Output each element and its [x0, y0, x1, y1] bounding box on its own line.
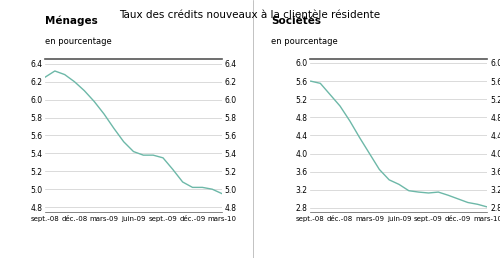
Text: en pourcentage: en pourcentage	[45, 37, 112, 46]
Text: Ménages: Ménages	[45, 15, 98, 26]
Text: Taux des crédits nouveaux à la clientèle résidente: Taux des crédits nouveaux à la clientèle…	[120, 10, 380, 20]
Text: en pourcentage: en pourcentage	[271, 37, 338, 46]
Text: Sociétés: Sociétés	[271, 16, 321, 26]
